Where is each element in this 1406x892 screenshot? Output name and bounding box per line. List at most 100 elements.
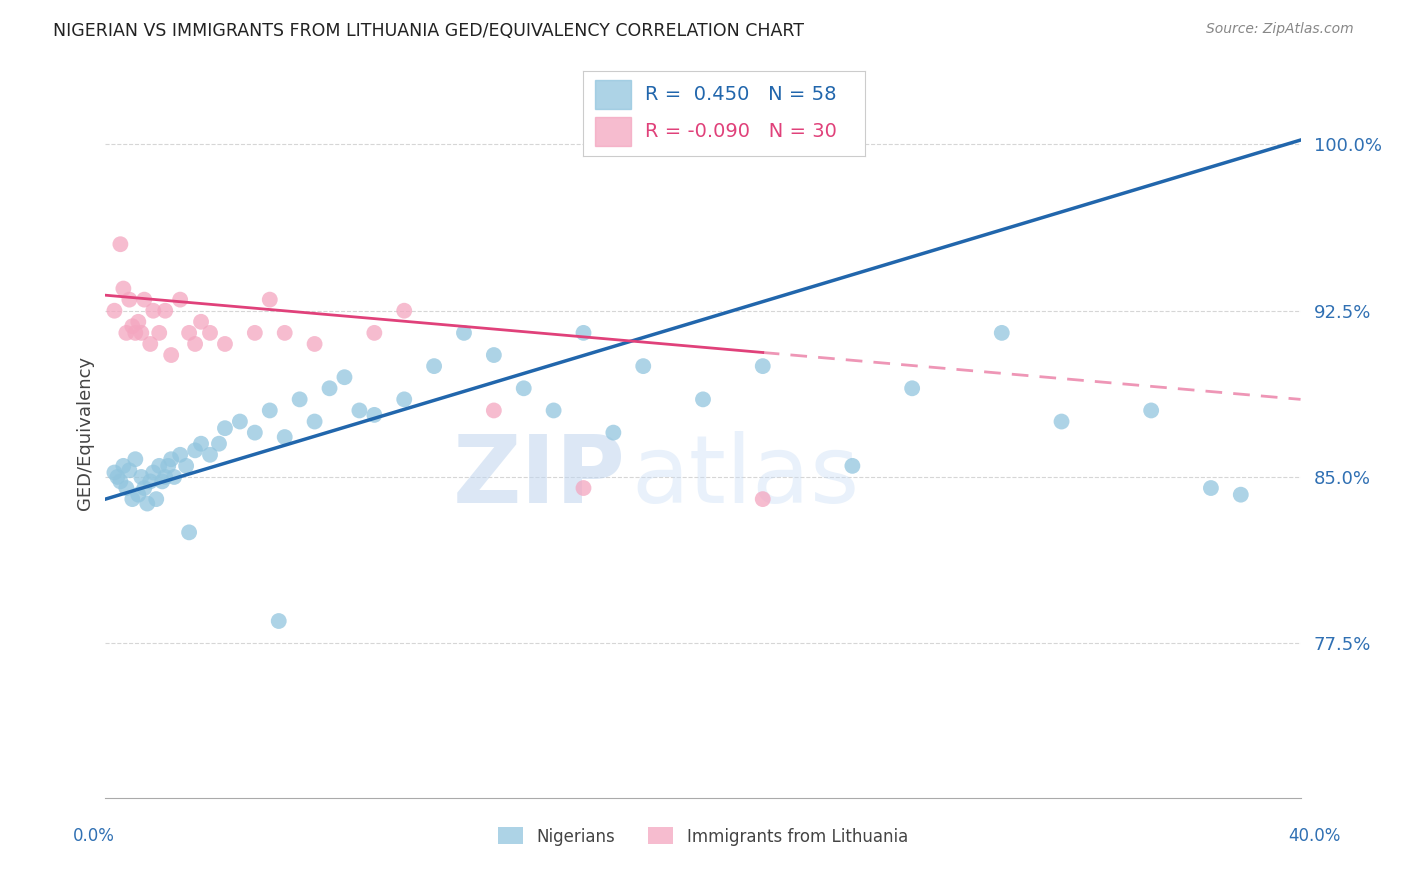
Text: atlas: atlas [631,431,859,523]
Point [543,403,565,417]
Point [243,425,266,440]
Point [273,326,295,340]
Point [208,436,231,450]
Point [129,326,153,340]
Point [118,463,141,477]
Bar [595,117,631,146]
Point [1199,481,1222,495]
Text: 40.0%: 40.0% [1288,827,1341,845]
Point [572,326,595,340]
Point [304,415,326,429]
Point [153,470,177,484]
Point [363,326,385,340]
Point [127,315,149,329]
Point [160,348,183,362]
Y-axis label: GED/Equivalency: GED/Equivalency [76,356,94,509]
Point [124,326,146,340]
Point [392,303,416,318]
Point [112,458,135,473]
Point [841,458,863,473]
Point [267,614,290,628]
Point [259,403,281,417]
Point [169,448,191,462]
Point [363,408,385,422]
Point [184,337,207,351]
Point [124,452,146,467]
Point [142,303,165,318]
Point [482,348,505,362]
Point [259,293,281,307]
Point [115,481,138,495]
Point [134,481,156,495]
Point [333,370,356,384]
Point [1229,488,1251,502]
Point [273,430,295,444]
Legend: Nigerians, Immigrants from Lithuania: Nigerians, Immigrants from Lithuania [491,821,915,852]
Point [453,326,475,340]
Text: Source: ZipAtlas.com: Source: ZipAtlas.com [1206,22,1354,37]
Point [110,237,132,252]
Point [142,466,165,480]
Point [198,326,221,340]
Point [751,492,773,507]
Point [121,319,143,334]
Point [177,525,200,540]
Point [190,436,212,450]
Point [423,359,446,373]
Point [288,392,311,407]
Point [901,381,924,395]
Point [163,470,186,484]
Point [214,337,236,351]
Point [121,492,143,507]
Point [214,421,236,435]
Point [127,488,149,502]
Point [177,326,200,340]
Text: R = -0.090   N = 30: R = -0.090 N = 30 [645,122,837,141]
Point [751,359,773,373]
Point [692,392,714,407]
Point [103,466,125,480]
Point [349,403,371,417]
Point [160,452,183,467]
Point [1140,403,1163,417]
Point [229,415,252,429]
Point [153,303,177,318]
Point [190,315,212,329]
Text: R =  0.450   N = 58: R = 0.450 N = 58 [645,85,837,103]
Point [148,326,170,340]
Point [602,425,624,440]
Point [174,458,197,473]
Point [139,337,162,351]
Point [392,392,416,407]
Point [139,475,162,489]
Point [129,470,153,484]
Text: ZIP: ZIP [453,431,626,523]
Bar [595,80,631,109]
Point [513,381,536,395]
Point [243,326,266,340]
Text: 0.0%: 0.0% [73,827,115,845]
Point [633,359,655,373]
Point [318,381,340,395]
Point [136,497,159,511]
Point [150,475,173,489]
Point [990,326,1012,340]
Point [169,293,191,307]
Point [1050,415,1073,429]
Point [572,481,595,495]
Point [103,303,125,318]
Point [184,443,207,458]
Point [118,293,141,307]
Point [145,492,167,507]
Point [148,458,170,473]
Point [198,448,221,462]
Point [115,326,138,340]
Point [304,337,326,351]
Text: NIGERIAN VS IMMIGRANTS FROM LITHUANIA GED/EQUIVALENCY CORRELATION CHART: NIGERIAN VS IMMIGRANTS FROM LITHUANIA GE… [53,22,804,40]
Point [134,293,156,307]
Point [112,281,135,295]
Point [107,470,129,484]
Point [482,403,505,417]
Point [157,458,180,473]
Point [110,475,132,489]
